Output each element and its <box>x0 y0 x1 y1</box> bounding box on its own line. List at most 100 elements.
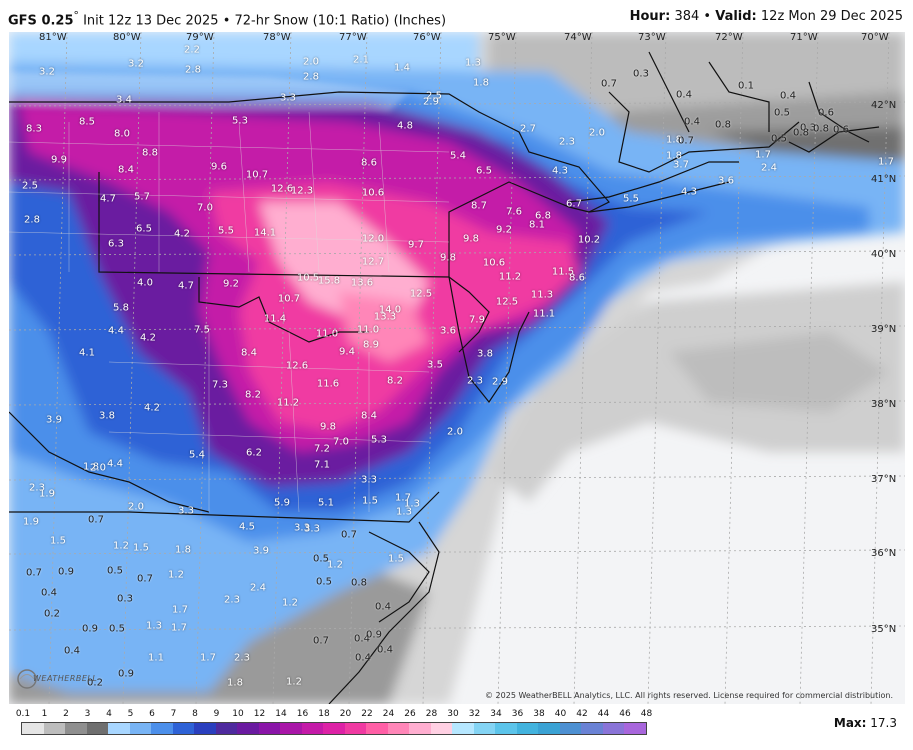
legend-swatch <box>151 723 173 734</box>
map-graphics <box>9 32 905 704</box>
snowfall-map[interactable]: 81°W 80°W 79°W 78°W 77°W 76°W 75°W 74°W 73°W 72°W… <box>9 32 905 704</box>
longitude-label: 80°W <box>113 32 141 43</box>
snow-value-label: 9.2 <box>223 278 239 290</box>
legend-tick-label: 6 <box>149 709 155 719</box>
snow-value-label: 2.0 <box>447 426 463 438</box>
snow-value-label: 2.5 <box>426 90 442 102</box>
legend-swatch <box>258 723 280 734</box>
snow-value-label: 10.7 <box>245 169 269 181</box>
snow-value-label: 13.3 <box>373 311 397 323</box>
legend-swatch <box>129 723 151 734</box>
product-name: 72-hr Snow (10:1 Ratio) (Inches) <box>234 13 447 29</box>
legend-tick-label: 38 <box>533 709 545 719</box>
legend-swatch <box>43 723 65 734</box>
snow-value-label: 0.4 <box>377 644 393 656</box>
snow-value-label: 1.8 <box>473 77 489 89</box>
max-number: 17.3 <box>870 716 897 730</box>
snow-value-label: 6.5 <box>136 223 152 235</box>
snow-value-label: 2.8 <box>303 71 319 83</box>
latitude-gridline <box>9 549 905 555</box>
longitude-label: 70°W <box>861 32 889 43</box>
snow-value-label: 3.3 <box>304 523 320 535</box>
snow-value-label: 6.3 <box>108 238 124 250</box>
latitude-label: 36°N <box>871 548 897 559</box>
latitude-label: 39°N <box>871 324 897 335</box>
snow-value-label: 1.8 <box>175 544 191 556</box>
snow-value-label: 15.8 <box>317 275 341 287</box>
snow-value-label: 7.2 <box>314 443 330 455</box>
snow-value-label: 0.7 <box>678 135 694 147</box>
snow-value-label: 0.8 <box>715 119 731 131</box>
snow-value-label: 0.4 <box>355 652 371 664</box>
latitude-gridline <box>9 250 905 256</box>
init-time: Init 12z 13 Dec 2025 <box>83 13 219 29</box>
snow-value-label: 3.3 <box>280 92 296 104</box>
snow-value-label: 14.1 <box>253 227 277 239</box>
latitude-gridline <box>9 625 905 631</box>
snow-value-label: 0.9 <box>118 668 134 680</box>
snow-value-label: 0.6 <box>818 107 834 119</box>
legend-swatch <box>86 723 108 734</box>
snow-value-label: 0.5 <box>774 107 790 119</box>
latitude-gridline <box>9 101 905 107</box>
snow-value-label: 0.6 <box>833 124 849 136</box>
legend-tick-label: 26 <box>404 709 416 719</box>
legend-swatch <box>559 723 581 734</box>
county-borders <box>9 111 450 513</box>
snow-value-label: 11.1 <box>532 308 556 320</box>
state-borders <box>9 51 880 704</box>
lat-lon-grid <box>9 32 905 704</box>
snow-value-label: 1.8 <box>666 134 682 146</box>
snow-value-label: 0.5 <box>771 133 787 145</box>
snow-value-label: 8.8 <box>142 147 158 159</box>
legend-swatch <box>301 723 323 734</box>
snow-value-label: 2.1 <box>353 54 369 66</box>
snow-value-label: 3.2 <box>128 58 144 70</box>
snow-value-label: 6.7 <box>566 198 582 210</box>
snow-value-label: 5.8 <box>113 302 129 314</box>
snow-value-label: 1.7 <box>755 149 771 161</box>
weatherbell-logo: WEATHERBELL <box>15 664 97 694</box>
snow-value-label: 7.3 <box>212 379 228 391</box>
snow-value-label: 9.4 <box>339 346 355 358</box>
legend-swatch <box>172 723 194 734</box>
snow-value-label: 2.8 <box>24 214 40 226</box>
snow-value-label: 1.2 <box>327 559 343 571</box>
snow-legend: 0.1 1 2 3 4 5 6 7 8 9 10 12 14 16 18 20 22 24 26 28 30 32 34 36… <box>16 709 661 735</box>
copyright-notice: © 2025 WeatherBELL Analytics, LLC. All r… <box>485 691 893 700</box>
longitude-gridline <box>48 32 68 704</box>
snow-value-label: 9.8 <box>463 233 479 245</box>
hour-label: Hour: <box>629 9 671 24</box>
snow-value-label: 0.8 <box>813 123 829 135</box>
legend-tick-labels: 0.1 1 2 3 4 5 6 7 8 9 10 12 14 16 18 20 22 24 26 28 30 32 34 36… <box>16 709 661 721</box>
latitude-label: 41°N <box>871 174 897 185</box>
snow-value-label: 1.2 <box>282 597 298 609</box>
longitude-gridline <box>647 32 667 704</box>
legend-tick-label: 22 <box>361 709 373 719</box>
snow-value-label: 3.3 <box>361 474 377 486</box>
snow-value-label: 9.8 <box>320 421 336 433</box>
legend-tick-label: 48 <box>640 709 653 719</box>
snow-value-label: 13.6 <box>350 277 374 289</box>
snow-value-label: 0.7 <box>88 514 104 526</box>
snow-value-label: 14.0 <box>378 304 402 316</box>
snow-value-label: 4.5 <box>239 521 255 533</box>
legend-swatch <box>108 723 130 734</box>
snow-value-label: 7.1 <box>314 459 330 471</box>
snow-value-label: 3.9 <box>46 414 62 426</box>
snow-value-label: 0.3 <box>633 68 649 80</box>
legend-swatch <box>22 723 44 734</box>
legend-tick-label: 42 <box>576 709 588 719</box>
legend-tick-label: 4 <box>106 709 112 719</box>
degree-symbol: ° <box>73 9 79 22</box>
longitude-gridline <box>799 32 819 704</box>
snow-value-label: 0.2 <box>87 677 103 689</box>
latitude-label: 40°N <box>871 249 897 260</box>
snow-value-label: 9.6 <box>211 161 227 173</box>
snow-value-label: 5.5 <box>623 193 639 205</box>
legend-swatch <box>323 723 345 734</box>
snow-value-label: 1.7 <box>200 652 216 664</box>
snow-value-label: 3.7 <box>673 159 689 171</box>
snow-value-label: 7.6 <box>506 206 522 218</box>
snow-value-label: 1.5 <box>388 553 404 565</box>
